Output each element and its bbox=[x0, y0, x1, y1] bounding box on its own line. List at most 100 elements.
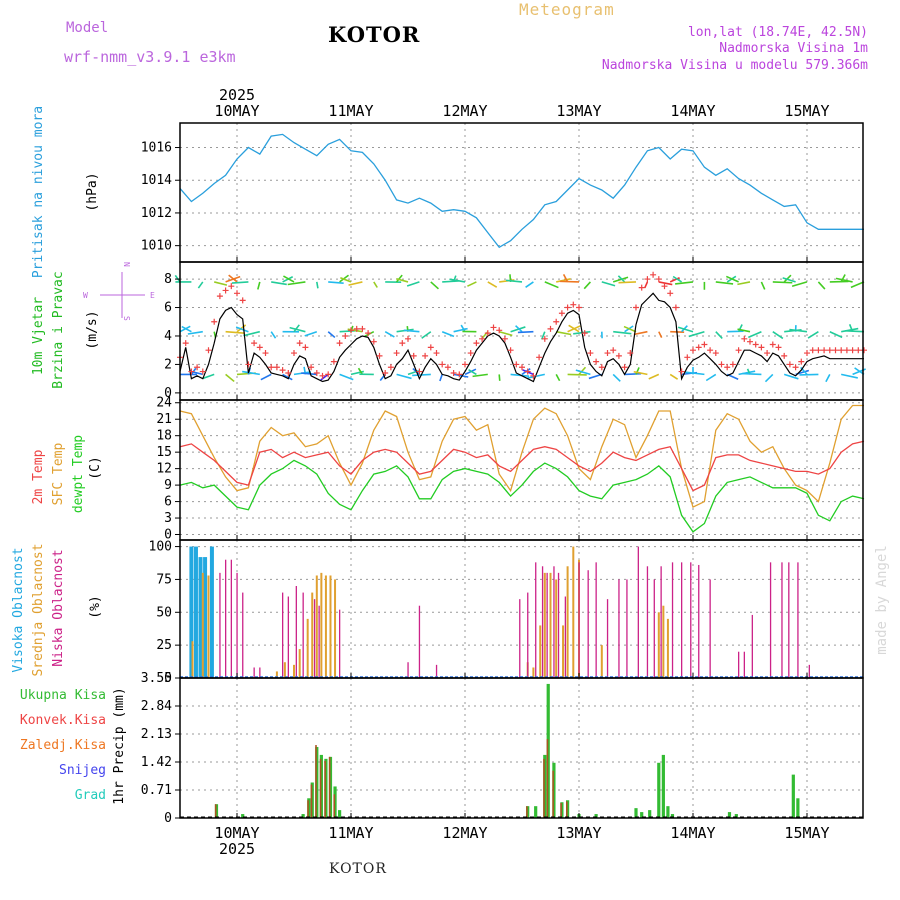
precip-conv-bar bbox=[560, 803, 562, 818]
wind-gust-mark bbox=[359, 325, 366, 332]
cloud-low-bar bbox=[671, 562, 674, 678]
precip-conv-bar bbox=[307, 800, 309, 818]
cloud-low-bar bbox=[681, 562, 683, 678]
wind-barb bbox=[348, 281, 363, 286]
wind-gust-mark bbox=[809, 347, 816, 354]
cloud-mid-bar bbox=[306, 618, 309, 678]
x-tick-bottom-6: 15MAY bbox=[784, 824, 829, 842]
wind-gust-mark bbox=[661, 283, 668, 290]
compass-east: E bbox=[150, 291, 155, 300]
wind-gust-mark bbox=[251, 340, 258, 347]
x-tick-bottom-5: 14MAY bbox=[670, 824, 715, 842]
wind-barb bbox=[260, 373, 272, 381]
wind-gust-mark bbox=[786, 361, 793, 368]
compass-south: S bbox=[122, 316, 131, 321]
cloud-low-bar bbox=[553, 566, 555, 678]
wind-gust-mark bbox=[621, 364, 628, 371]
wind-barb bbox=[624, 372, 642, 376]
wind-gust-mark bbox=[387, 364, 394, 371]
wind-gust-mark bbox=[382, 369, 389, 376]
ytick-label-temperature: 18 bbox=[156, 429, 172, 444]
wind-barb bbox=[525, 281, 534, 288]
wind-barb bbox=[197, 281, 204, 289]
wind-barb bbox=[396, 373, 412, 380]
wind-gust-mark bbox=[245, 361, 252, 368]
wind-barb bbox=[202, 373, 215, 380]
dewpt-line bbox=[179, 459, 865, 533]
wind-barb bbox=[364, 330, 375, 337]
wind-gust-mark bbox=[399, 340, 406, 347]
x-tick-top-5: 14MAY bbox=[670, 102, 715, 120]
wind-gust-mark bbox=[524, 368, 531, 375]
cloud-low-bar bbox=[418, 605, 421, 678]
wind-gust-mark bbox=[821, 347, 828, 354]
wind-gust-mark bbox=[581, 330, 588, 337]
cloud-mid-bar bbox=[600, 645, 603, 678]
wind-gust-mark bbox=[433, 350, 440, 357]
wind-barb bbox=[187, 330, 203, 335]
wind-gust-mark bbox=[313, 369, 320, 376]
x-tick-top-6: 15MAY bbox=[784, 102, 829, 120]
cloud-low-bar bbox=[318, 605, 320, 678]
cloud-low-bar bbox=[302, 592, 304, 678]
wind-barb bbox=[468, 369, 477, 376]
wind-gust-mark bbox=[393, 350, 400, 357]
ytick-label-pressure: 1016 bbox=[141, 141, 172, 156]
wind-gust-mark bbox=[684, 354, 691, 361]
ytick-label-wind: 6 bbox=[164, 301, 172, 316]
precip-legend-conv: Konvek.Kisa bbox=[20, 713, 106, 728]
wind-gust-mark bbox=[216, 293, 223, 300]
wind-barb bbox=[283, 275, 295, 283]
wind-barb bbox=[242, 370, 260, 376]
wind-gust-mark bbox=[804, 350, 810, 357]
wind-barb bbox=[617, 275, 626, 283]
wind-barb bbox=[320, 373, 329, 381]
cloud-low-bar bbox=[557, 572, 560, 678]
wind-gust-mark bbox=[638, 284, 645, 291]
wind-barb bbox=[760, 281, 766, 290]
compass-west: W bbox=[83, 291, 88, 300]
compass-north: N bbox=[122, 262, 131, 267]
ytick-label-clouds: 75 bbox=[156, 572, 172, 587]
cloud-mid-bar bbox=[566, 566, 569, 678]
cloud-mid-bar bbox=[572, 546, 575, 678]
precip-conv-bar bbox=[310, 784, 313, 818]
wind-barb bbox=[316, 281, 319, 289]
precip-total-bar bbox=[661, 754, 665, 818]
wind-gust-mark bbox=[690, 347, 696, 354]
wind-gust-mark bbox=[439, 361, 446, 368]
model-name: wrf-nmm_v3.9.1 e3km bbox=[64, 48, 236, 66]
wind-gust-mark bbox=[296, 340, 303, 347]
cloud-mid-bar bbox=[298, 649, 301, 678]
wind-gust-mark bbox=[729, 361, 736, 368]
cloud-mid-bar bbox=[283, 662, 286, 678]
wind-gust-mark bbox=[838, 347, 845, 354]
wind-barb bbox=[633, 370, 648, 376]
wind-barb bbox=[510, 326, 526, 333]
cloud-mid-bar bbox=[657, 612, 660, 678]
precip-total-bar bbox=[338, 810, 342, 818]
wind-gust-mark bbox=[268, 364, 275, 371]
cloud-low-bar bbox=[660, 566, 662, 678]
ytick-label-temperature: 6 bbox=[164, 495, 172, 510]
wind-gust-mark bbox=[843, 347, 850, 354]
cloud-low-bar bbox=[606, 599, 609, 678]
cloud-low-bar bbox=[259, 667, 261, 678]
wind-gust-mark bbox=[741, 335, 748, 342]
wind-barb bbox=[430, 281, 439, 290]
wind-barb bbox=[225, 330, 245, 335]
wind-barb bbox=[225, 373, 235, 383]
precip-legend-total: Ukupna Kisa bbox=[20, 688, 106, 703]
cloud-mid-bar bbox=[315, 575, 318, 678]
wind-barb bbox=[328, 281, 344, 285]
temp-unit: (C) bbox=[88, 456, 103, 479]
cloud-low-bar bbox=[407, 662, 409, 678]
wind-barb bbox=[738, 370, 756, 376]
ytick-label-temperature: 3 bbox=[164, 511, 172, 526]
t2m-line bbox=[179, 440, 865, 492]
wind-gust-mark bbox=[256, 344, 263, 351]
wind-barb bbox=[633, 330, 648, 336]
wind-gust-mark bbox=[855, 347, 862, 354]
wind-gust-mark bbox=[211, 318, 218, 325]
cloud-mid-bar bbox=[539, 625, 542, 678]
